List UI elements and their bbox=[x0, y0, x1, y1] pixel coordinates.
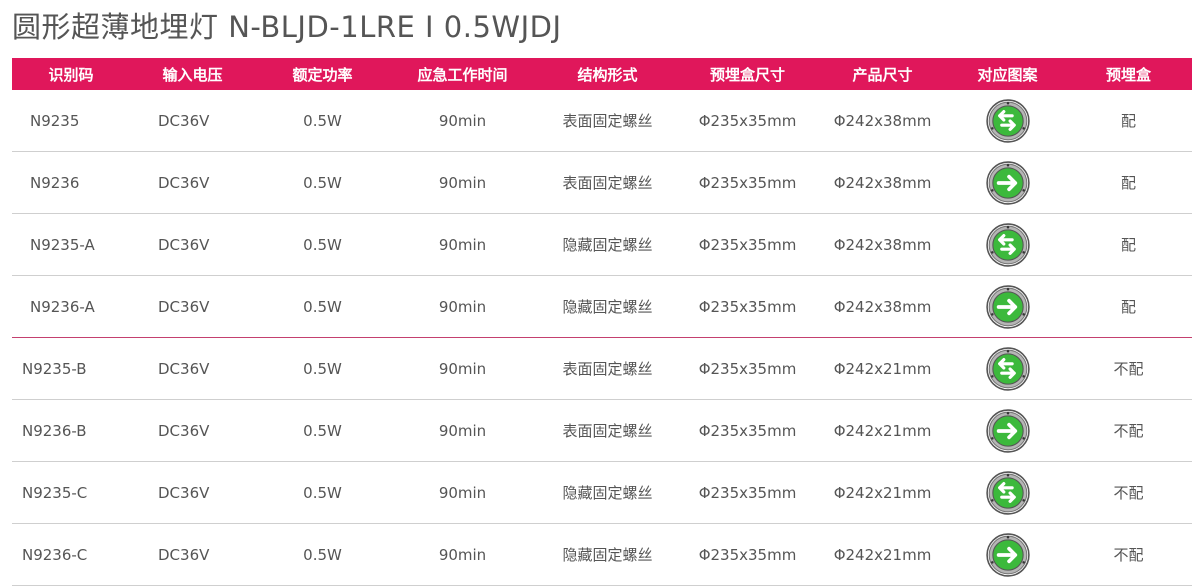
cell-time: 90min bbox=[438, 173, 487, 192]
header-structure: 结构形式 bbox=[577, 65, 638, 84]
cell-size: Φ242x38mm bbox=[833, 173, 932, 192]
cell-box-size: Φ235x35mm bbox=[698, 111, 797, 130]
cell-time: 90min bbox=[438, 235, 487, 254]
table-row: N9235-C DC36V 0.5W 90min 隐藏固定螺丝 Φ235x35mm Φ242… bbox=[12, 462, 1192, 524]
right-arrow-icon bbox=[950, 532, 1065, 578]
header-size: 产品尺寸 bbox=[852, 65, 913, 84]
table-row: N9236 DC36V 0.5W 90min 表面固定螺丝 Φ235x35mm Φ242x3… bbox=[12, 152, 1192, 214]
cell-structure: 隐藏固定螺丝 bbox=[562, 236, 653, 254]
table-row: N9235-B DC36V 0.5W 90min 表面固定螺丝 Φ235x35mm Φ242… bbox=[12, 338, 1192, 400]
cell-box: 配 bbox=[1120, 174, 1136, 192]
cell-voltage: DC36V bbox=[158, 421, 210, 440]
cell-voltage: DC36V bbox=[158, 297, 210, 316]
cell-structure: 表面固定螺丝 bbox=[562, 112, 653, 130]
cell-code: N9235 bbox=[30, 111, 80, 130]
cell-box-size: Φ235x35mm bbox=[698, 359, 797, 378]
cell-size: Φ242x21mm bbox=[833, 483, 932, 502]
cell-voltage: DC36V bbox=[158, 359, 210, 378]
cell-time: 90min bbox=[438, 111, 487, 130]
cell-time: 90min bbox=[438, 545, 487, 564]
bidirectional-arrow-icon bbox=[950, 222, 1065, 268]
header-code: 识别码 bbox=[48, 65, 94, 84]
header-power: 额定功率 bbox=[292, 65, 353, 84]
cell-size: Φ242x21mm bbox=[833, 545, 932, 564]
cell-box: 不配 bbox=[1113, 360, 1144, 378]
cell-box: 不配 bbox=[1113, 546, 1144, 564]
cell-structure: 隐藏固定螺丝 bbox=[562, 298, 653, 316]
cell-size: Φ242x38mm bbox=[833, 235, 932, 254]
right-arrow-icon bbox=[950, 408, 1065, 454]
bidirectional-arrow-icon bbox=[950, 346, 1065, 392]
cell-box: 不配 bbox=[1113, 422, 1144, 440]
cell-code: N9236-C bbox=[22, 545, 88, 564]
right-arrow-icon bbox=[950, 284, 1065, 330]
cell-code: N9236 bbox=[30, 173, 80, 192]
cell-structure: 隐藏固定螺丝 bbox=[562, 546, 653, 564]
cell-power: 0.5W bbox=[303, 421, 342, 440]
cell-box-size: Φ235x35mm bbox=[698, 297, 797, 316]
header-box-size: 预埋盒尺寸 bbox=[709, 65, 785, 84]
cell-box: 配 bbox=[1120, 112, 1136, 130]
cell-code: N9236-A bbox=[30, 297, 95, 316]
cell-structure: 表面固定螺丝 bbox=[562, 422, 653, 440]
cell-power: 0.5W bbox=[303, 483, 342, 502]
cell-power: 0.5W bbox=[303, 359, 342, 378]
cell-structure: 隐藏固定螺丝 bbox=[562, 484, 653, 502]
cell-box: 不配 bbox=[1113, 484, 1144, 502]
cell-time: 90min bbox=[438, 483, 487, 502]
cell-box-size: Φ235x35mm bbox=[698, 545, 797, 564]
cell-power: 0.5W bbox=[303, 297, 342, 316]
bidirectional-arrow-icon bbox=[950, 470, 1065, 516]
cell-code: N9236-B bbox=[22, 421, 87, 440]
table-row: N9236-C DC36V 0.5W 90min 隐藏固定螺丝 Φ235x35mm Φ242… bbox=[12, 524, 1192, 586]
cell-power: 0.5W bbox=[303, 235, 342, 254]
cell-voltage: DC36V bbox=[158, 111, 210, 130]
cell-power: 0.5W bbox=[303, 173, 342, 192]
cell-code: N9235-B bbox=[22, 359, 87, 378]
table-row: N9235-A DC36V 0.5W 90min 隐藏固定螺丝 Φ235x35mm Φ242… bbox=[12, 214, 1192, 276]
cell-time: 90min bbox=[438, 297, 487, 316]
table-header: 识别码 输入电压 额定功率 应急工作时间 结构形式 预埋盒尺寸 产品尺寸 对应图… bbox=[12, 58, 1192, 90]
header-voltage: 输入电压 bbox=[162, 65, 223, 84]
cell-voltage: DC36V bbox=[158, 483, 210, 502]
header-box: 预埋盒 bbox=[1105, 65, 1151, 84]
cell-code: N9235-A bbox=[30, 235, 95, 254]
cell-size: Φ242x38mm bbox=[833, 297, 932, 316]
cell-box-size: Φ235x35mm bbox=[698, 421, 797, 440]
table-body: N9235 DC36V 0.5W 90min 表面固定螺丝 Φ235x35mm Φ242x3… bbox=[12, 90, 1192, 586]
cell-code: N9235-C bbox=[22, 483, 88, 502]
cell-size: Φ242x21mm bbox=[833, 359, 932, 378]
table-row: N9236-B DC36V 0.5W 90min 表面固定螺丝 Φ235x35mm Φ242… bbox=[12, 400, 1192, 462]
spec-table: 识别码 输入电压 额定功率 应急工作时间 结构形式 预埋盒尺寸 产品尺寸 对应图… bbox=[12, 58, 1192, 586]
table-row: N9235 DC36V 0.5W 90min 表面固定螺丝 Φ235x35mm Φ242x3… bbox=[12, 90, 1192, 152]
table-row: N9236-A DC36V 0.5W 90min 隐藏固定螺丝 Φ235x35mm Φ242… bbox=[12, 276, 1192, 338]
cell-structure: 表面固定螺丝 bbox=[562, 360, 653, 378]
cell-box: 配 bbox=[1120, 298, 1136, 316]
cell-structure: 表面固定螺丝 bbox=[562, 174, 653, 192]
cell-voltage: DC36V bbox=[158, 173, 210, 192]
cell-size: Φ242x38mm bbox=[833, 111, 932, 130]
cell-box-size: Φ235x35mm bbox=[698, 173, 797, 192]
page-title: 圆形超薄地埋灯 N-BLJD-1LRE Ⅰ 0.5WJDJ bbox=[12, 10, 562, 44]
cell-time: 90min bbox=[438, 421, 487, 440]
cell-time: 90min bbox=[438, 359, 487, 378]
cell-size: Φ242x21mm bbox=[833, 421, 932, 440]
header-pattern: 对应图案 bbox=[977, 65, 1038, 84]
cell-box-size: Φ235x35mm bbox=[698, 483, 797, 502]
cell-power: 0.5W bbox=[303, 545, 342, 564]
cell-power: 0.5W bbox=[303, 111, 342, 130]
right-arrow-icon bbox=[950, 160, 1065, 206]
bidirectional-arrow-icon bbox=[950, 98, 1065, 144]
cell-voltage: DC36V bbox=[158, 235, 210, 254]
cell-voltage: DC36V bbox=[158, 545, 210, 564]
cell-box-size: Φ235x35mm bbox=[698, 235, 797, 254]
header-time: 应急工作时间 bbox=[417, 65, 508, 84]
cell-box: 配 bbox=[1120, 236, 1136, 254]
